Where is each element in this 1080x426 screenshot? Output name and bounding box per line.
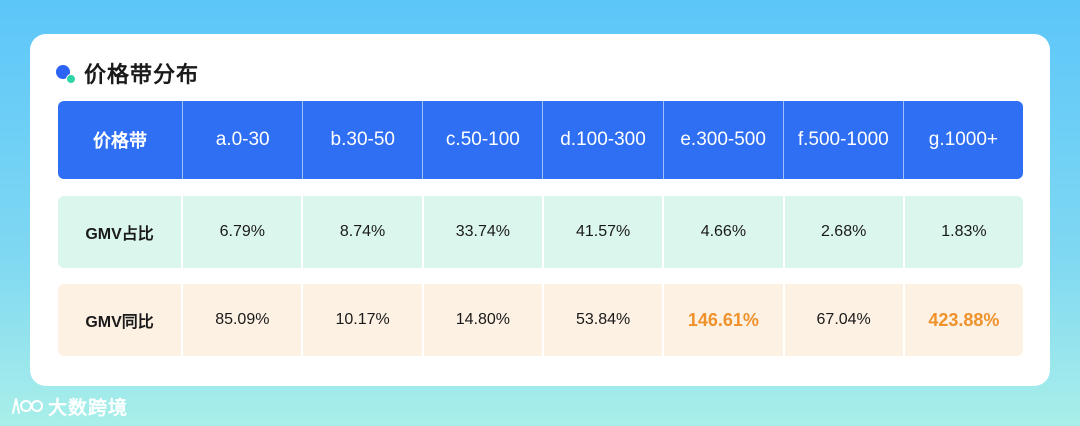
column-header: b.30-50 (302, 101, 422, 179)
column-header-label: e.300-500 (680, 129, 766, 150)
column-header: c.50-100 (422, 101, 542, 179)
table-cell: 423.88% (902, 284, 1023, 356)
column-header: f.500-1000 (782, 101, 903, 179)
table-cell: 6.79% (181, 196, 301, 268)
brand-name: 大数跨境 (48, 397, 129, 419)
column-header-label: f.500-1000 (797, 129, 889, 150)
header-label: 价格带 (93, 131, 148, 151)
table-cell: 146.61% (662, 284, 782, 356)
column-header: d.100-300 (542, 101, 662, 179)
table-cell: 53.84% (541, 284, 662, 356)
column-header-label: a.0-30 (215, 129, 270, 150)
column-header-label: d.100-300 (560, 129, 646, 150)
table-cell: 8.74% (301, 196, 421, 268)
table-cell: 1.83% (902, 196, 1023, 268)
card-header: 价格带分布 (56, 60, 200, 87)
price-band-card: 价格带分布 价格带 a.0-30 b.30-50 c.50-100 d.100-… (30, 34, 1050, 386)
gmv-yoy-row: GMV同比 85.09% 10.17% 14.80% 53.84% 146.61… (58, 284, 1023, 356)
column-header-label: c.50-100 (445, 129, 520, 150)
table-cell: 4.66% (662, 196, 782, 268)
column-header: a.0-30 (182, 101, 302, 179)
brand-mark-icon (12, 398, 43, 414)
table-cell: 10.17% (301, 284, 421, 356)
table-cell: 2.68% (782, 196, 903, 268)
table-cell: 85.09% (181, 284, 301, 356)
row-label: GMV同比 (85, 314, 154, 331)
column-header: e.300-500 (662, 101, 783, 179)
table-cell: 41.57% (541, 196, 662, 268)
row-label: GMV占比 (85, 226, 154, 243)
column-header-label: g.1000+ (928, 129, 999, 150)
brand-logo: 大数跨境 (10, 394, 129, 419)
table-cell: 14.80% (421, 284, 542, 356)
column-header-label: b.30-50 (330, 129, 395, 150)
bullet-dot-icon (56, 64, 76, 84)
table-header-row: 价格带 a.0-30 b.30-50 c.50-100 d.100-300 e.… (58, 101, 1023, 179)
table-cell: 33.74% (421, 196, 542, 268)
card-title: 价格带分布 (84, 62, 200, 87)
header-label-cell: 价格带 (58, 101, 182, 179)
table-cell: 67.04% (782, 284, 903, 356)
gmv-share-row: GMV占比 6.79% 8.74% 33.74% 41.57% 4.66% 2.… (58, 196, 1023, 268)
column-header: g.1000+ (902, 101, 1023, 179)
